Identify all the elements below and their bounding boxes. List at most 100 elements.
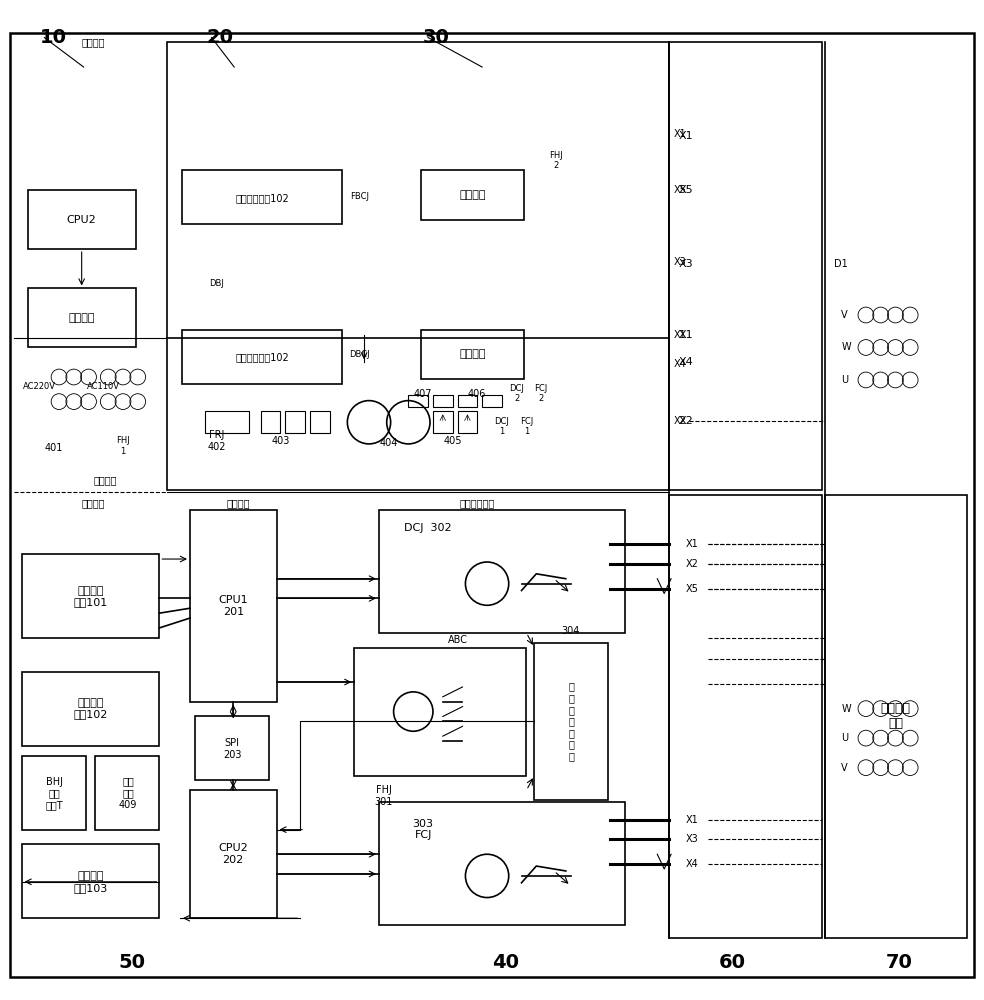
Bar — [28, 288, 136, 347]
Text: X1: X1 — [674, 129, 687, 139]
Bar — [300, 495, 654, 938]
Bar — [182, 330, 342, 384]
Text: 406: 406 — [468, 389, 486, 399]
Bar — [14, 42, 166, 490]
Bar — [458, 411, 477, 433]
Text: 304: 304 — [562, 626, 580, 636]
Text: FCJ
2: FCJ 2 — [534, 384, 548, 403]
Text: 状态采集模块102: 状态采集模块102 — [236, 193, 289, 203]
Text: FHJ
2: FHJ 2 — [549, 151, 563, 170]
Text: X2: X2 — [686, 559, 699, 569]
Text: X2: X2 — [674, 416, 687, 426]
Bar — [285, 411, 305, 433]
Text: X5: X5 — [674, 185, 687, 195]
Bar — [95, 756, 159, 830]
Text: W: W — [841, 704, 851, 714]
Text: X5: X5 — [679, 185, 694, 195]
Text: BHJ
电平
状态T: BHJ 电平 状态T — [45, 777, 63, 810]
Text: X4: X4 — [674, 359, 687, 369]
Text: FHJ
1: FHJ 1 — [116, 436, 130, 456]
Text: 70: 70 — [886, 953, 912, 972]
Text: 继
电
器
检
测
模
块: 继 电 器 检 测 模 块 — [569, 682, 575, 761]
Bar — [261, 411, 280, 433]
Text: CPU2: CPU2 — [67, 215, 96, 225]
Bar — [354, 648, 526, 776]
Text: 40: 40 — [492, 953, 519, 972]
Text: DBCJ: DBCJ — [349, 350, 369, 359]
Text: DCJ
2: DCJ 2 — [509, 384, 524, 403]
Bar — [534, 643, 608, 800]
Text: AC220V: AC220V — [23, 382, 56, 391]
Text: 反馈单元: 反馈单元 — [82, 498, 105, 508]
Text: 50: 50 — [118, 953, 145, 972]
Text: X1: X1 — [674, 330, 687, 340]
Bar — [22, 844, 159, 918]
Text: U: U — [841, 733, 848, 743]
Bar — [831, 279, 959, 411]
Text: 401: 401 — [45, 443, 63, 453]
Text: 303
FCJ: 303 FCJ — [412, 819, 434, 840]
Bar — [669, 42, 822, 490]
Text: X2: X2 — [679, 416, 694, 426]
Text: V: V — [841, 763, 848, 773]
Text: V: V — [841, 310, 848, 320]
Text: DCJ
1: DCJ 1 — [494, 416, 510, 436]
Text: 状态采集模块102: 状态采集模块102 — [236, 352, 289, 362]
Text: X1: X1 — [679, 330, 694, 340]
Text: 表示单元: 表示单元 — [93, 475, 117, 485]
Bar — [195, 716, 269, 780]
Text: 监测单元: 监测单元 — [69, 313, 94, 323]
Text: 状态采集
模块102: 状态采集 模块102 — [74, 698, 107, 719]
Text: SPI
203: SPI 203 — [223, 738, 241, 760]
Text: ABC: ABC — [448, 635, 467, 645]
Text: 407: 407 — [414, 389, 432, 399]
Bar — [190, 790, 277, 918]
Text: CPU2
202: CPU2 202 — [218, 843, 248, 865]
Text: 60: 60 — [718, 953, 745, 972]
Bar — [433, 395, 453, 407]
Text: X5: X5 — [686, 584, 699, 594]
Bar — [22, 672, 159, 746]
Bar — [14, 47, 166, 480]
Text: 10: 10 — [39, 28, 66, 47]
Bar — [669, 495, 822, 938]
Text: FCJ
1: FCJ 1 — [520, 416, 533, 436]
Bar — [22, 756, 86, 830]
Text: X1: X1 — [686, 539, 699, 549]
Text: 监测单元: 监测单元 — [82, 37, 105, 47]
Text: 命令处理
模块101: 命令处理 模块101 — [74, 586, 107, 607]
Text: FHJ
301: FHJ 301 — [375, 785, 393, 807]
Text: 处理单元: 处理单元 — [226, 498, 250, 508]
Bar — [825, 495, 967, 938]
Text: W: W — [841, 342, 851, 352]
Text: 20: 20 — [207, 28, 233, 47]
Text: 电液压转
辙机: 电液压转 辙机 — [881, 702, 910, 730]
Text: 404: 404 — [380, 438, 398, 448]
Text: D1: D1 — [834, 259, 848, 269]
Bar — [310, 411, 330, 433]
Bar — [205, 411, 249, 433]
Text: X1: X1 — [679, 131, 694, 141]
Bar — [22, 554, 159, 638]
Text: 405: 405 — [444, 436, 461, 446]
Text: X3: X3 — [679, 259, 694, 269]
Text: X3: X3 — [674, 257, 687, 267]
Text: 表示
状态
409: 表示 状态 409 — [119, 777, 137, 810]
Text: 反表状态: 反表状态 — [460, 190, 485, 200]
Bar — [167, 42, 669, 490]
Bar — [15, 495, 177, 938]
Bar — [421, 170, 524, 220]
Text: X3: X3 — [686, 834, 699, 844]
Bar — [180, 495, 296, 938]
Text: 动作控制单元: 动作控制单元 — [460, 498, 495, 508]
Text: CPU1
201: CPU1 201 — [218, 595, 248, 617]
Bar — [831, 687, 959, 820]
Bar — [190, 510, 277, 702]
Bar — [408, 395, 428, 407]
Text: 定表状态: 定表状态 — [460, 349, 485, 359]
Text: FBCJ: FBCJ — [349, 192, 369, 201]
Bar — [482, 395, 502, 407]
Text: X1: X1 — [686, 815, 699, 825]
Bar — [421, 330, 524, 379]
Text: U: U — [841, 375, 848, 385]
